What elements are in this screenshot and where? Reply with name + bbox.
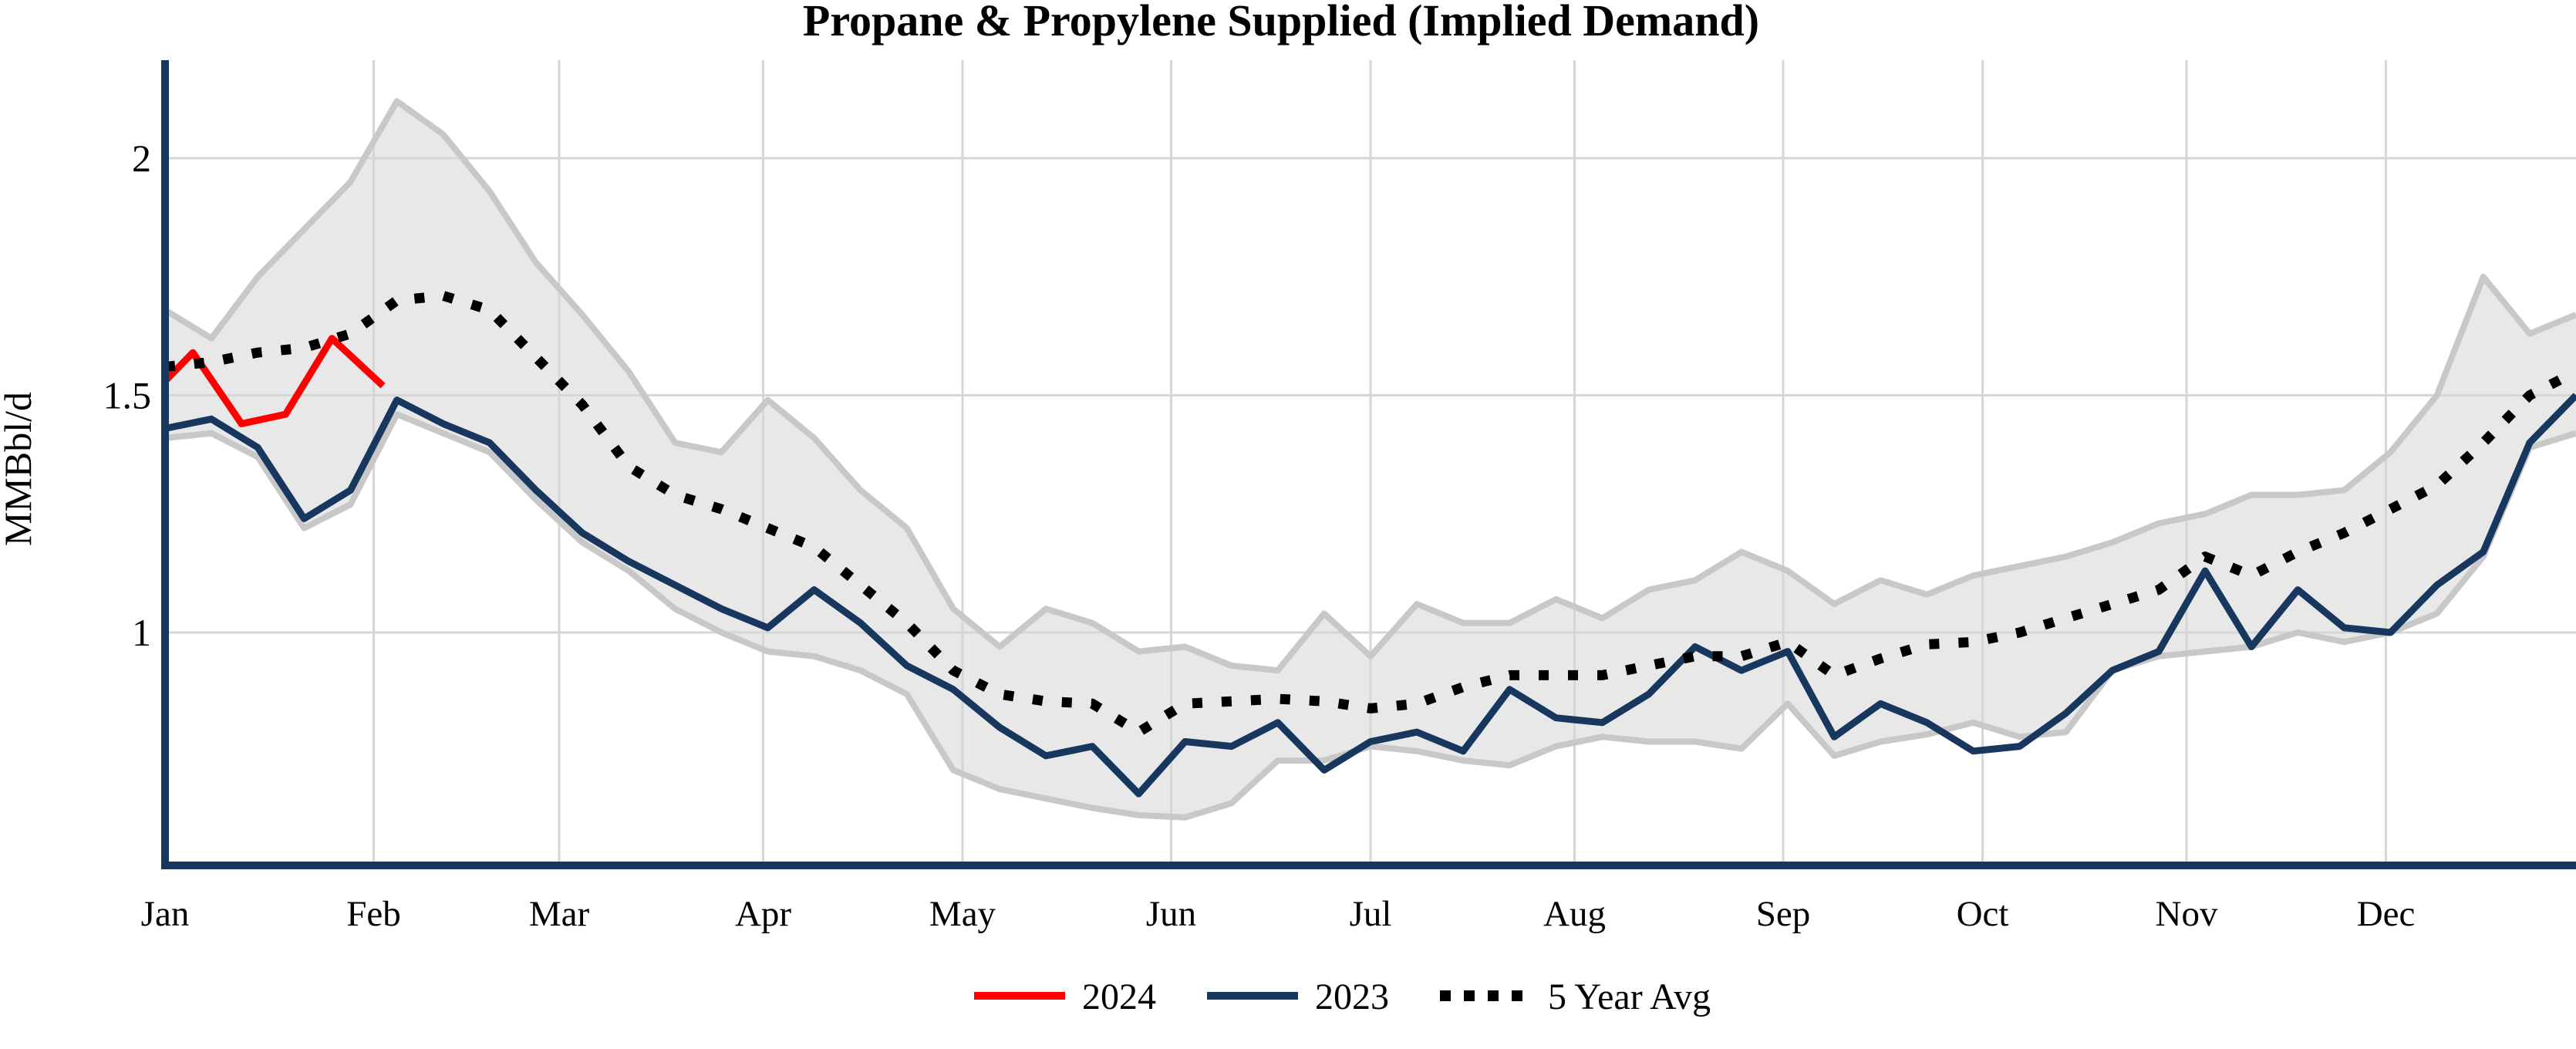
range-band-top-edge xyxy=(163,98,2576,674)
x-tick-label-sep: Sep xyxy=(1756,894,1811,934)
gridline-layer xyxy=(165,60,2576,865)
range-band-layer xyxy=(165,101,2576,818)
x-tick-label-nov: Nov xyxy=(2156,894,2218,934)
x-tick-label-apr: Apr xyxy=(735,894,791,934)
x-tick-label-jan: Jan xyxy=(141,894,190,934)
legend-item-5-year-avg: 5 Year Avg xyxy=(1440,976,1711,1017)
y-tick-label-1: 1 xyxy=(132,611,151,654)
x-tick-label-may: May xyxy=(929,894,996,934)
legend-item-2023: 2023 xyxy=(1207,976,1389,1017)
x-tick-label-mar: Mar xyxy=(529,894,590,934)
x-tick-label-feb: Feb xyxy=(346,894,401,934)
axes-layer xyxy=(161,60,2576,869)
series-lines-layer xyxy=(162,290,2576,798)
legend-item-2024: 2024 xyxy=(974,976,1156,1017)
x-tick-label-aug: Aug xyxy=(1543,894,1606,934)
x-tick-label-oct: Oct xyxy=(1957,894,2009,934)
range-band-edges xyxy=(163,98,2576,821)
chart-title: Propane & Propylene Supplied (Implied De… xyxy=(803,0,1759,46)
y-tick-label-1.5: 1.5 xyxy=(103,374,152,417)
five-year-range-band xyxy=(165,101,2576,818)
x-tick-label-jun: Jun xyxy=(1146,894,1196,934)
legend-label-2023: 2023 xyxy=(1315,976,1389,1017)
tick-labels-layer: 1 1.5 2 Jan Feb Mar Apr May Jun Jul Aug Sep Oct Nov De… xyxy=(103,137,2416,934)
range-band-bottom-edge xyxy=(164,411,2576,821)
x-tick-label-dec: Dec xyxy=(2357,894,2416,934)
line-5-year-avg xyxy=(164,290,2576,737)
legend: 2024 2023 5 Year Avg xyxy=(974,976,1711,1017)
line-2024 xyxy=(162,335,386,427)
y-tick-label-2: 2 xyxy=(132,137,151,180)
legend-label-5-year-avg: 5 Year Avg xyxy=(1548,976,1711,1017)
y-axis-title: MMBbl/d xyxy=(0,392,39,546)
legend-label-2024: 2024 xyxy=(1082,976,1156,1017)
line-2023 xyxy=(164,393,2576,798)
x-tick-label-jul: Jul xyxy=(1350,894,1392,934)
